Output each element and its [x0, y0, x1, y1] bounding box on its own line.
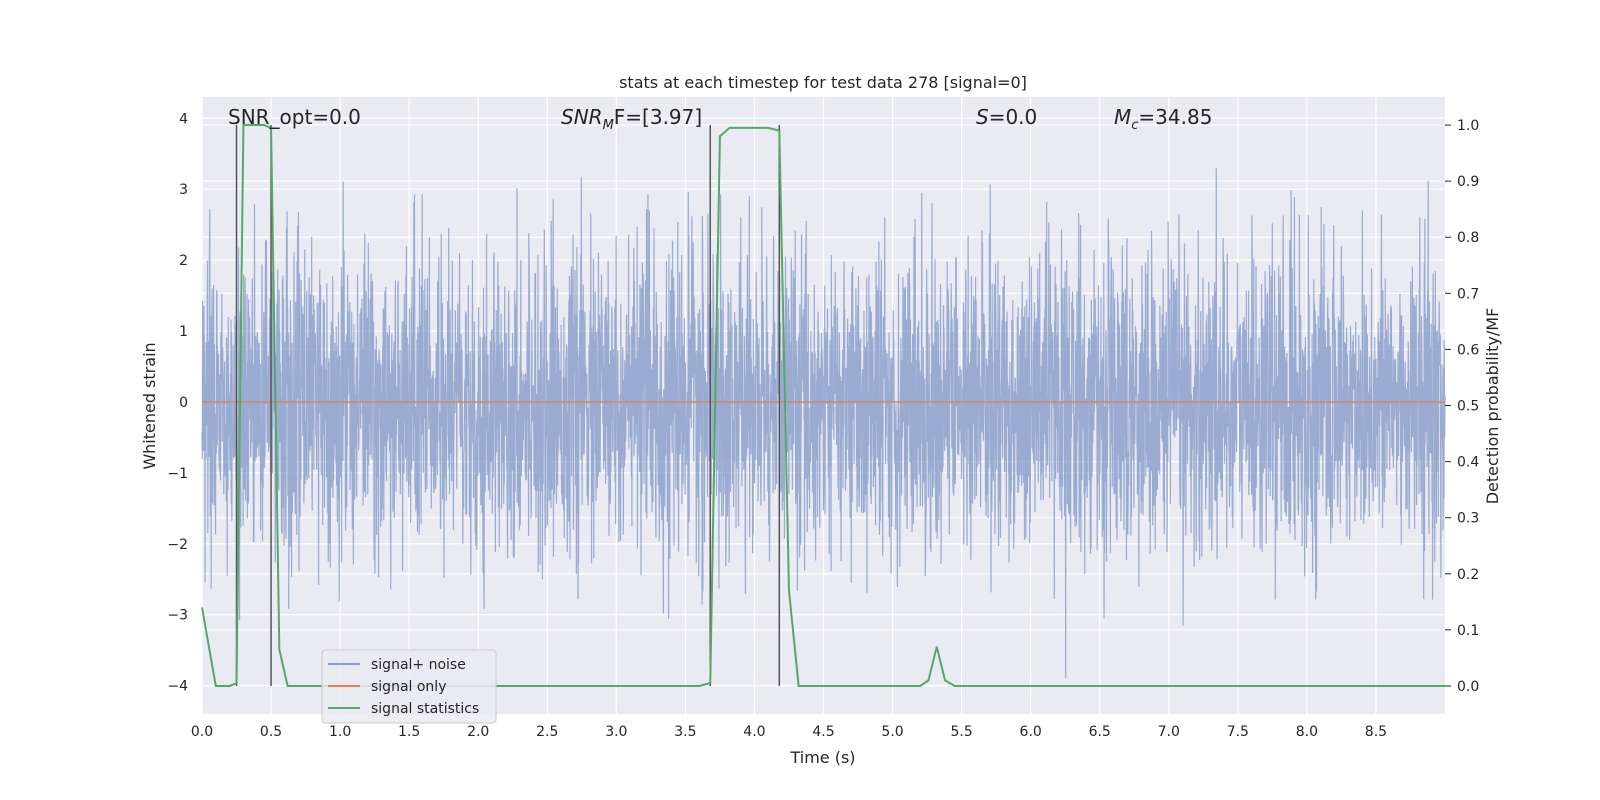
x-tick-label: 0.5 — [260, 724, 282, 740]
vertical-markers — [235, 125, 781, 686]
left-y-tick-label: 0 — [179, 395, 188, 411]
x-tick-label: 6.0 — [1020, 724, 1042, 740]
right-y-tick-label: 0.7 — [1457, 286, 1479, 302]
legend: signal+ noise signal only signal statist… — [321, 649, 497, 724]
annotation-snr-mf-rest: F=[3.97] — [614, 105, 702, 129]
right-y-tick-label: 0.8 — [1457, 230, 1479, 246]
chart-title: stats at each timestep for test data 278… — [619, 73, 1027, 92]
x-tick-label: 3.5 — [674, 724, 696, 740]
legend-label-statistics: signal statistics — [371, 701, 479, 717]
legend-box — [321, 649, 497, 724]
x-tick-label: 0.0 — [191, 724, 213, 740]
right-y-axis-ticks: 1.0 0.9 0.8 0.7 0.6 0.5 0.4 0.3 0.2 0.1 0.0 — [1445, 118, 1479, 695]
x-tick-label: 2.5 — [536, 724, 558, 740]
legend-label-noise: signal+ noise — [371, 657, 466, 673]
right-y-tick-label: 0.1 — [1457, 623, 1479, 639]
annotation-mc: Mc=34.85 — [1114, 105, 1212, 133]
signal-statistics-series — [201, 124, 1445, 687]
signal-statistics-line — [201, 124, 1445, 687]
x-tick-label: 8.5 — [1365, 724, 1387, 740]
right-y-axis-label: Detection probability/MF — [1483, 308, 1502, 505]
left-y-tick-label: 2 — [179, 253, 188, 269]
x-tick-label: 7.5 — [1227, 724, 1249, 740]
annotation-snr-mf-main: SNR — [561, 105, 603, 129]
x-tick-label: 8.0 — [1296, 724, 1318, 740]
annotation-snr-mf: SNRMF=[3.97] — [561, 105, 702, 133]
left-y-tick-label: 4 — [179, 111, 188, 127]
right-y-tick-label: 0.5 — [1457, 399, 1479, 415]
annotation-mc-sub: c — [1131, 118, 1138, 133]
x-axis-label: Time (s) — [789, 748, 855, 767]
signal-noise-series — [201, 168, 1446, 679]
x-tick-label: 4.5 — [812, 724, 834, 740]
x-tick-label: 5.0 — [881, 724, 903, 740]
annotation-mc-val: =34.85 — [1138, 105, 1212, 129]
x-axis-ticks: 0.0 0.5 1.0 1.5 2.0 2.5 3.0 3.5 4.0 4.5 5.0 5.5 6.0 6… — [191, 724, 1387, 740]
x-tick-label: 3.0 — [605, 724, 627, 740]
x-tick-label: 4.0 — [743, 724, 765, 740]
right-y-tick-label: 0.4 — [1457, 455, 1479, 471]
annotation-s-val: =0.0 — [989, 105, 1038, 129]
left-y-tick-label: −4 — [167, 679, 188, 695]
annotation-snr-opt: SNR_opt=0.0 — [228, 105, 361, 129]
left-y-axis-label: Whitened strain — [140, 342, 159, 469]
x-tick-label: 6.5 — [1089, 724, 1111, 740]
annotation-snr-mf-sub: M — [603, 118, 614, 133]
x-tick-label: 1.5 — [398, 724, 420, 740]
right-y-tick-label: 1.0 — [1457, 118, 1479, 134]
left-y-axis-ticks: 4 3 2 1 0 −1 −2 −3 −4 — [167, 111, 188, 694]
x-tick-label: 1.0 — [329, 724, 351, 740]
annotation-mc-sym: M — [1114, 105, 1131, 129]
right-y-tick-label: 0.3 — [1457, 511, 1479, 527]
left-y-tick-label: 3 — [179, 182, 188, 198]
right-y-tick-label: 0.2 — [1457, 567, 1479, 583]
left-y-tick-label: −2 — [167, 537, 188, 553]
legend-label-signal-only: signal only — [371, 679, 446, 695]
signal-noise-line — [201, 168, 1446, 679]
annotation-s: S=0.0 — [976, 105, 1037, 129]
right-y-tick-label: 0.9 — [1457, 174, 1479, 190]
right-y-tick-label: 0.0 — [1457, 679, 1479, 695]
right-y-tick-label: 0.6 — [1457, 342, 1479, 358]
x-tick-label: 2.0 — [467, 724, 489, 740]
left-y-tick-label: −1 — [167, 466, 188, 482]
x-tick-label: 7.0 — [1158, 724, 1180, 740]
left-y-tick-label: −3 — [167, 608, 188, 624]
x-tick-label: 5.5 — [950, 724, 972, 740]
left-y-tick-label: 1 — [179, 324, 188, 340]
annotation-s-sym: S — [976, 105, 989, 129]
